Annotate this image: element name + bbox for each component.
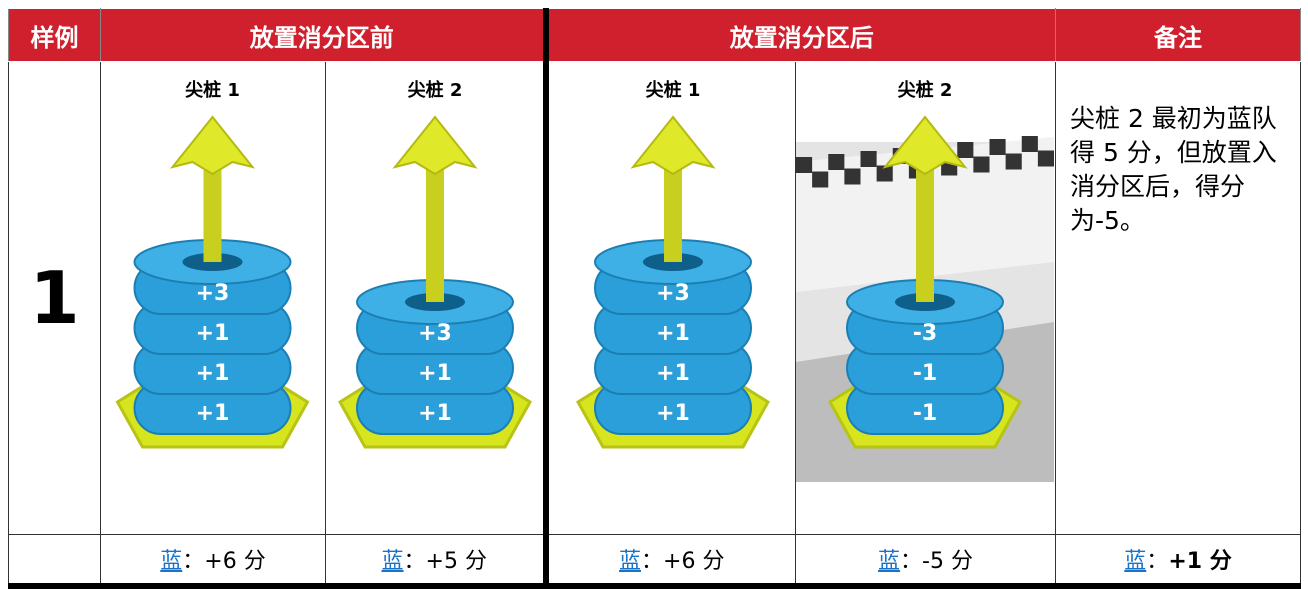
stake-top (392, 115, 478, 176)
stake-cell: 尖桩 2 +1 +1 +3 (325, 61, 546, 535)
checker (828, 154, 845, 170)
stake-cell: 尖桩 1 +1 +1 +1 +3 (542, 61, 796, 535)
ring-score: +1 (418, 401, 452, 426)
stake-image: 尖桩 1 +1 +1 +1 +3 (115, 79, 310, 449)
score-cell: 蓝：+5 分 (325, 534, 546, 589)
stake-image: 尖桩 1 +1 +1 +1 +3 (575, 79, 770, 449)
header-cell: 放置消分区前 (100, 8, 546, 62)
checker (876, 165, 893, 182)
ring-score: +1 (656, 321, 690, 346)
ring-score: +1 (196, 401, 230, 426)
stake-label: 尖桩 2 (898, 79, 953, 101)
ring-score: +1 (656, 361, 690, 386)
page: 样例 放置消分区前 放置消分区后 备注 1 尖桩 1 +1 +1 +1 +3 尖桩 2 +… (8, 8, 1301, 589)
score-cell: 蓝：+1 分 (1055, 534, 1301, 589)
stake-pole (426, 272, 444, 302)
checker (860, 151, 877, 167)
ring-score: +3 (196, 281, 230, 306)
ring-score: -1 (913, 401, 937, 426)
ring-score: +3 (418, 321, 452, 346)
ring-score: +1 (418, 361, 452, 386)
stake-cell: 尖桩 1 +1 +1 +1 +3 (100, 61, 326, 535)
checker (844, 168, 861, 185)
checker (973, 156, 990, 173)
stake-top (629, 115, 716, 176)
header-cell: 备注 (1055, 8, 1301, 62)
stake-pole (203, 232, 222, 262)
checker (1005, 153, 1022, 170)
score-cell: 蓝：+6 分 (100, 534, 326, 589)
checker (812, 171, 829, 188)
stake-cell: 尖桩 2 -1 -1 -3 (795, 61, 1056, 535)
ring-score: +1 (656, 401, 690, 426)
header-cell: 放置消分区后 (542, 8, 1056, 62)
ring-score: -1 (913, 361, 937, 386)
ring-score: -3 (913, 321, 937, 346)
checker (796, 157, 813, 173)
stake-label: 尖桩 1 (185, 79, 240, 101)
ring-score: +1 (196, 321, 230, 346)
checker (957, 142, 974, 158)
stake-top (169, 115, 256, 176)
stake-top (882, 115, 968, 176)
checker (1021, 136, 1038, 152)
score-cell: 蓝：+6 分 (542, 534, 796, 589)
checker (1037, 150, 1054, 167)
scoring-table: 样例 放置消分区前 放置消分区后 备注 1 尖桩 1 +1 +1 +1 +3 尖桩 2 +… (8, 8, 1301, 589)
stake-label: 尖桩 1 (645, 79, 700, 101)
note: 尖桩 2 最初为蓝队得 5 分，但放置入消分区后，得分为-5。 (1055, 61, 1301, 535)
ring-score: +1 (196, 361, 230, 386)
header-cell: 样例 (8, 8, 101, 62)
stake-pole (663, 232, 682, 262)
stake-image: 尖桩 2 +1 +1 +3 (337, 79, 533, 449)
score-cell: 蓝：-5 分 (795, 534, 1056, 589)
stake-label: 尖桩 2 (408, 79, 463, 101)
checker (989, 139, 1006, 155)
stake-image: 尖桩 2 -1 -1 -3 (796, 79, 1054, 482)
stake-pole (916, 272, 934, 302)
ring-score: +3 (656, 281, 690, 306)
empty-cell (8, 534, 101, 589)
example-number: 1 (8, 61, 101, 535)
